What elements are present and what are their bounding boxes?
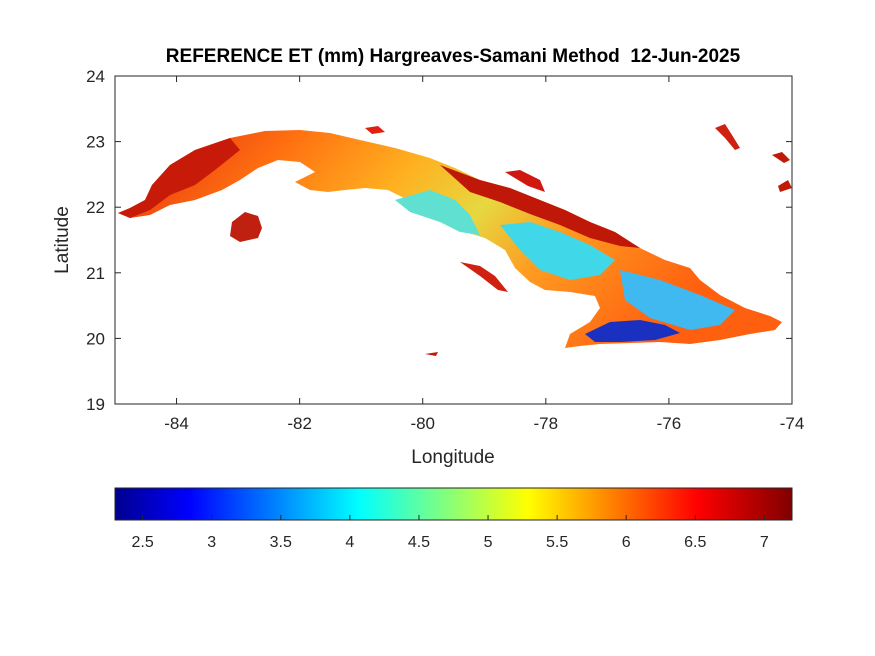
x-tick-label: -80 [410, 414, 435, 433]
x-axis-label: Longitude [411, 447, 494, 468]
colorbar-tick-label: 6.5 [684, 534, 706, 551]
colorbar-tick-label: 3.5 [270, 534, 292, 551]
sierra-maestra-low-et [585, 320, 680, 342]
east-central-cyan-zone [500, 222, 615, 280]
colorbar-tick-label: 4.5 [408, 534, 430, 551]
southern-cay [460, 262, 508, 292]
y-tick-label: 22 [86, 198, 105, 217]
x-tick-label: -84 [164, 414, 189, 433]
eastern-blue-zone [620, 270, 735, 330]
colorbar-tick-label: 4 [345, 534, 354, 551]
colorbar-tick-label: 5 [484, 534, 493, 551]
y-tick-label: 19 [86, 395, 105, 414]
y-tick-label: 20 [86, 329, 105, 348]
map-title: REFERENCE ET (mm) Hargreaves-Samani Meth… [165, 46, 741, 67]
colorbar-tick-label: 3 [207, 534, 216, 551]
x-tick-label: -76 [657, 414, 682, 433]
bahamas-fragment [778, 180, 792, 192]
plot-area [114, 75, 793, 405]
y-tick-label: 23 [86, 133, 105, 152]
y-axis-label: Latitude [52, 206, 73, 274]
x-tick-label: -82 [287, 414, 312, 433]
northern-cay [365, 126, 385, 134]
colorbar-tick-label: 7 [760, 534, 769, 551]
colorbar-tick-label: 2.5 [132, 534, 154, 551]
northern-cay [505, 170, 545, 192]
bahamas-fragment [772, 152, 790, 163]
y-tick-label: 24 [86, 67, 105, 86]
et-map-layer [118, 124, 792, 356]
colorbar-tick-label: 6 [622, 534, 631, 551]
colorbar [114, 487, 793, 521]
cuba-main-island [118, 130, 782, 348]
western-rim-high-et [118, 138, 240, 218]
y-tick-label: 21 [86, 264, 105, 283]
colorbar-tick-label: 5.5 [546, 534, 568, 551]
bahamas-fragment [715, 124, 740, 150]
x-axis: -84 -82 -80 -78 -76 -74 [164, 76, 804, 433]
central-cyan-zone [395, 190, 480, 235]
x-tick-label: -74 [780, 414, 805, 433]
colorbar-ticks: 2.5 3 3.5 4 4.5 5 5.5 6 6.5 7 [132, 515, 769, 551]
north-coast-high-et [440, 165, 640, 248]
x-tick-label: -78 [534, 414, 559, 433]
y-axis: 19 20 21 22 23 24 [86, 67, 792, 414]
southern-cay [425, 352, 438, 356]
isla-juventud [230, 212, 262, 242]
